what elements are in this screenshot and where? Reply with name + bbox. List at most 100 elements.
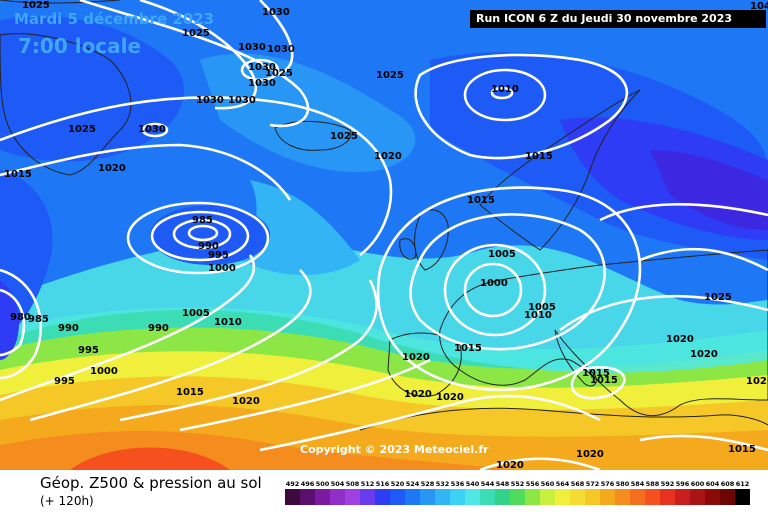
- isobar-label: 1020: [746, 376, 768, 387]
- isobar-1020-w: [0, 96, 393, 257]
- scale-swatch: [480, 489, 495, 505]
- isobar-1000-low: [126, 201, 270, 275]
- isobar-label: 1020: [402, 352, 430, 363]
- scale-swatch: [390, 489, 405, 505]
- scale-label: 596: [676, 480, 690, 488]
- scale-swatch: [405, 489, 420, 505]
- scale-label: 568: [571, 480, 585, 488]
- isobar-1030-gr2: [141, 122, 169, 138]
- coastline-italy: [554, 329, 597, 387]
- isobar-1020-africa: [479, 457, 601, 470]
- scale-swatch: [540, 489, 555, 505]
- isobar-995-low: [150, 210, 250, 262]
- isobar-1025-e: [639, 247, 768, 272]
- scale-label: 516: [376, 480, 390, 488]
- isobar-label: 1025: [22, 0, 50, 11]
- legend-footer: Géop. Z500 & pression au sol (+ 120h) 49…: [0, 470, 768, 512]
- isobar-label: 1025: [704, 292, 732, 303]
- isobar-label: 1010: [524, 310, 552, 321]
- scale-label: 556: [526, 480, 540, 488]
- coastline-iceland: [274, 120, 352, 151]
- scale-label: 588: [646, 480, 660, 488]
- isobar-label: 1030: [228, 95, 256, 106]
- scale-label: 548: [496, 480, 510, 488]
- scale-label: 576: [601, 480, 615, 488]
- scale-label: 592: [661, 480, 675, 488]
- isobar-label: 1020: [496, 460, 524, 470]
- coastline-ireland: [399, 238, 417, 260]
- color-scale: 492 496 500 504 508 512 516 520 524 528 532 536 540 5…: [285, 480, 750, 505]
- isobar-1015-e: [570, 366, 626, 400]
- isobar-1000-s: [29, 269, 312, 422]
- forecast-date: Mardi 5 décembre 2023: [14, 10, 215, 28]
- scale-swatch: [345, 489, 360, 505]
- isobar-1030-n: [139, 0, 257, 110]
- isobar-1015-w: [0, 143, 292, 201]
- scale-swatch: [600, 489, 615, 505]
- scale-label: 512: [361, 480, 375, 488]
- coastline-europe: [439, 249, 768, 417]
- isobar-label: 1005: [488, 249, 516, 260]
- isobar-label: 1025: [330, 131, 358, 142]
- isobar-label: 1030: [138, 124, 166, 135]
- isobar-label: 1005: [182, 308, 210, 319]
- scale-swatch: [285, 489, 300, 505]
- scale-label: 564: [556, 480, 570, 488]
- isobar-label: 1020: [690, 349, 718, 360]
- scale-label: 560: [541, 480, 555, 488]
- scale-swatch: [705, 489, 720, 505]
- isobar-1005-s: [119, 279, 378, 422]
- scale-swatch: [375, 489, 390, 505]
- scale-swatch: [495, 489, 510, 505]
- isobar-label: 1020: [232, 396, 260, 407]
- isobar-label: 1000: [208, 263, 236, 274]
- isobar-label: 985: [28, 314, 49, 325]
- isobar-label: 1030: [248, 78, 276, 89]
- isobar-label: 1015: [176, 387, 204, 398]
- isobar-label: 985: [192, 215, 213, 226]
- scale-swatch: [465, 489, 480, 505]
- isobar-label: 1015: [728, 444, 756, 455]
- scale-swatch: [735, 489, 750, 505]
- isobar-label: 1015: [4, 169, 32, 180]
- scale-label: 580: [616, 480, 630, 488]
- isobar-label: 1015: [582, 368, 610, 379]
- scale-label: 504: [331, 480, 345, 488]
- scale-swatch: [630, 489, 645, 505]
- isobar-1025-n: [79, 0, 310, 128]
- scale-label: 500: [316, 480, 330, 488]
- isobar-label: 1020: [436, 392, 464, 403]
- isobar-1000-france: [463, 262, 523, 318]
- isobar-label: 1010: [491, 84, 519, 95]
- scale-label: 600: [691, 480, 705, 488]
- isobar-1015-se: [639, 434, 768, 452]
- isobar-label: 1015: [454, 343, 482, 354]
- isobar-label: 1025: [265, 68, 293, 79]
- isobar-label: 1040: [750, 1, 768, 12]
- isobar-1010-france: [409, 213, 606, 351]
- coastline-canada: [0, 0, 121, 4]
- isobar-label: 995: [78, 345, 99, 356]
- isobar-1020-s: [259, 394, 601, 452]
- scale-swatch: [300, 489, 315, 505]
- isobar-label: 995: [54, 376, 75, 387]
- isobar-label: 1020: [404, 389, 432, 400]
- isobar-1020-e: [559, 295, 768, 332]
- isobar-label: 1020: [576, 449, 604, 460]
- isobar-label: 990: [148, 323, 169, 334]
- scale-swatch: [615, 489, 630, 505]
- isobar-980-w: [0, 288, 26, 357]
- isobar-label: 1025: [68, 124, 96, 135]
- scale-label: 492: [286, 480, 300, 488]
- isobar-label: 1015: [590, 375, 618, 386]
- isobar-label: 990: [58, 323, 79, 334]
- scale-label: 572: [586, 480, 600, 488]
- scale-label: 528: [421, 480, 435, 488]
- scale-label: 540: [466, 480, 480, 488]
- isobar-label: 990: [198, 241, 219, 252]
- scale-swatch: [330, 489, 345, 505]
- isobar-label: 1030: [238, 42, 266, 53]
- isobar-1015-scand: [414, 53, 629, 160]
